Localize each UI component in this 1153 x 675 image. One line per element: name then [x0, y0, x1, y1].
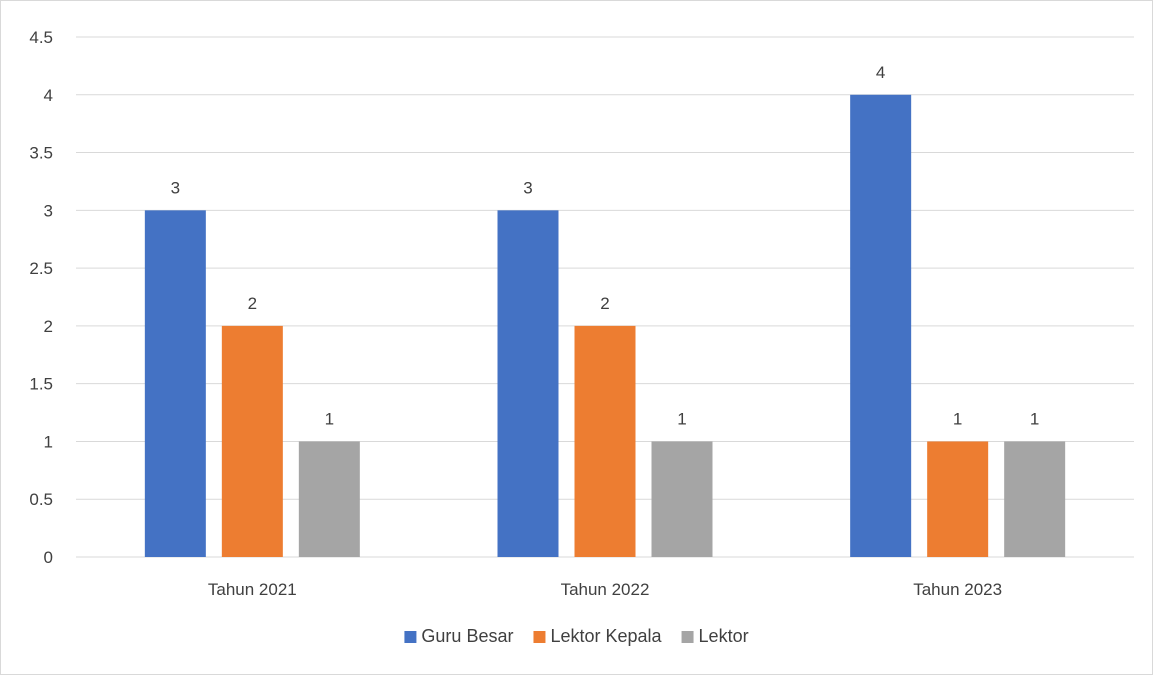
x-axis-ticks: Tahun 2021 Tahun 2022 Tahun 2023: [208, 580, 1002, 599]
bar-lektor-kepala: [221, 325, 283, 557]
bar-lektor: [651, 441, 713, 557]
bars: [144, 94, 1066, 558]
data-label: 3: [523, 178, 532, 197]
data-label: 1: [325, 409, 334, 428]
legend: Guru Besar Lektor Kepala Lektor: [404, 626, 749, 646]
bar-guru-besar: [497, 210, 559, 558]
x-tick-label: Tahun 2022: [561, 580, 650, 599]
y-tick-label: 2: [44, 317, 53, 336]
y-tick-label: 1: [44, 432, 53, 451]
data-labels: 3 2 1 3 2 1 4 1 1: [171, 63, 1040, 429]
legend-label: Guru Besar: [421, 626, 513, 646]
y-tick-label: 0.5: [29, 490, 53, 509]
x-tick-label: Tahun 2023: [913, 580, 1002, 599]
y-tick-label: 0: [44, 548, 53, 567]
bar-lektor: [1004, 441, 1066, 557]
legend-label: Lektor: [699, 626, 749, 646]
y-tick-label: 3: [44, 201, 53, 220]
y-tick-label: 1.5: [29, 375, 53, 394]
data-label: 1: [1030, 409, 1039, 428]
data-label: 1: [953, 409, 962, 428]
y-tick-label: 4.5: [29, 28, 53, 47]
bar-lektor: [298, 441, 360, 557]
data-label: 2: [600, 294, 609, 313]
legend-swatch: [404, 631, 417, 643]
bar-lektor-kepala: [927, 441, 989, 557]
y-tick-label: 4: [44, 86, 53, 105]
legend-swatch: [533, 631, 546, 643]
data-label: 3: [171, 178, 180, 197]
data-label: 1: [677, 409, 686, 428]
y-tick-label: 2.5: [29, 259, 53, 278]
data-label: 4: [876, 63, 885, 82]
legend-swatch: [681, 631, 694, 643]
legend-label: Lektor Kepala: [550, 626, 662, 646]
bar-guru-besar: [850, 94, 912, 558]
bar-lektor-kepala: [574, 325, 636, 557]
bar-guru-besar: [144, 210, 206, 558]
x-tick-label: Tahun 2021: [208, 580, 297, 599]
y-tick-label: 3.5: [29, 144, 53, 163]
data-label: 2: [248, 294, 257, 313]
y-axis-ticks: 0 0.5 1 1.5 2 2.5 3 3.5 4 4.5: [29, 28, 53, 567]
